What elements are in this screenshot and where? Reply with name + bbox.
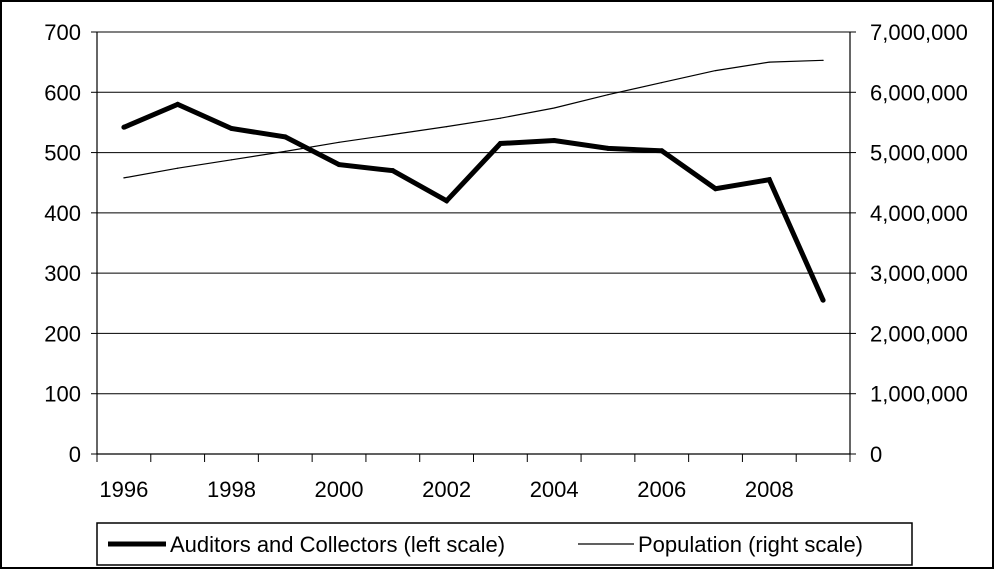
- right-tick-label: 2,000,000: [870, 321, 968, 346]
- x-tick-label: 2000: [315, 477, 364, 502]
- axes: [91, 31, 856, 462]
- left-tick-label: 400: [44, 201, 81, 226]
- right-tick-label: 7,000,000: [870, 20, 968, 45]
- legend-label-auditors: Auditors and Collectors (left scale): [170, 532, 505, 557]
- legend-box: [96, 522, 913, 566]
- data-point-auditors: [121, 124, 127, 130]
- left-tick-label: 700: [44, 20, 81, 45]
- gridlines: [97, 31, 850, 395]
- right-axis-tick-labels: 0 1,000,000 2,000,000 3,000,000 4,000,000 5,0…: [870, 20, 968, 467]
- data-point-population: [714, 69, 717, 72]
- data-point-population: [392, 133, 394, 136]
- right-tick-label: 4,000,000: [870, 201, 968, 226]
- series-line-population: [123, 59, 824, 179]
- right-tick-label: 1,000,000: [870, 382, 968, 407]
- data-point-auditors: [713, 186, 719, 192]
- left-tick-label: 300: [44, 261, 81, 286]
- data-point-population: [446, 126, 448, 128]
- x-tick-label: 2002: [422, 477, 471, 502]
- left-tick-label: 500: [44, 141, 81, 166]
- data-point-auditors: [444, 198, 450, 204]
- legend-label-population: Population (right scale): [638, 532, 863, 557]
- data-point-auditors: [659, 148, 665, 154]
- x-tick-label: 2008: [745, 477, 794, 502]
- left-tick-label: 0: [69, 442, 81, 467]
- data-point-auditors: [766, 177, 772, 183]
- data-point-population: [499, 117, 501, 119]
- right-tick-label: 0: [870, 442, 882, 467]
- left-tick-label: 100: [44, 382, 81, 407]
- data-point-population: [284, 150, 286, 152]
- data-point-auditors: [228, 125, 234, 131]
- data-point-population: [822, 59, 824, 61]
- data-point-auditors: [336, 162, 342, 168]
- data-point-population: [553, 107, 555, 109]
- left-axis-tick-labels: 0 100 200 300 400 500 600 700: [44, 20, 81, 467]
- data-point-population: [338, 141, 340, 143]
- data-point-population: [177, 167, 179, 169]
- data-point-population: [607, 94, 609, 96]
- x-tick-label: 2006: [637, 477, 686, 502]
- data-point-population: [768, 61, 770, 63]
- data-point-auditors: [551, 138, 557, 144]
- series-lines: [121, 59, 826, 303]
- series-line-auditors: [122, 101, 826, 302]
- data-point-auditors: [175, 101, 181, 107]
- legend: Auditors and Collectors (left scale) Pop…: [96, 522, 913, 566]
- data-point-auditors: [820, 297, 826, 303]
- data-point-population: [123, 177, 125, 179]
- data-point-auditors: [390, 168, 396, 174]
- x-tick-label: 2004: [530, 477, 579, 502]
- right-tick-label: 5,000,000: [870, 141, 968, 166]
- data-point-auditors: [497, 141, 503, 147]
- left-tick-label: 200: [44, 321, 81, 346]
- right-tick-label: 6,000,000: [870, 80, 968, 105]
- data-point-auditors: [282, 134, 288, 140]
- x-tick-label: 1998: [207, 477, 256, 502]
- left-tick-label: 600: [44, 80, 81, 105]
- data-point-population: [661, 82, 663, 84]
- data-point-population: [230, 159, 233, 161]
- right-tick-label: 3,000,000: [870, 261, 968, 286]
- x-axis-tick-labels: 1996 1998 2000 2002 2004 2006 2008: [99, 477, 793, 502]
- data-point-auditors: [605, 145, 611, 151]
- x-tick-label: 1996: [99, 477, 148, 502]
